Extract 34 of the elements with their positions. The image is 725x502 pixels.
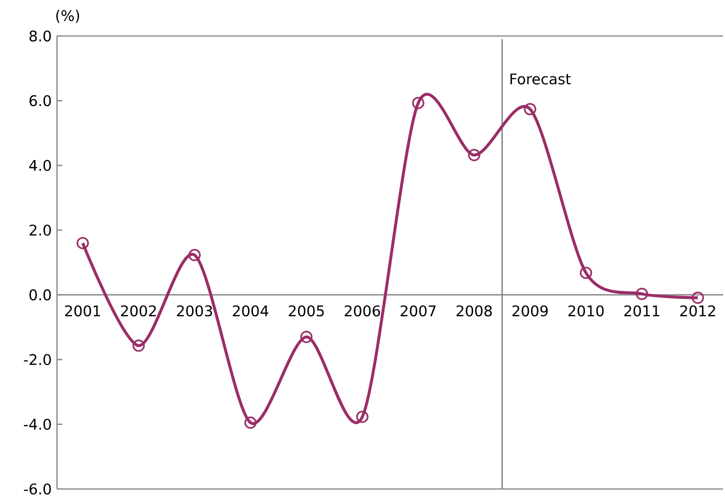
point [692, 292, 704, 304]
point [412, 96, 424, 110]
x-tick-label: 2009 [512, 305, 548, 316]
y-tick-label: 4.0 [29, 160, 51, 171]
x-tick-label: 2003 [176, 305, 212, 316]
y-tick-label: -2.0 [24, 354, 51, 366]
x-tick-label: 2006 [344, 305, 380, 316]
y-tick-label: -6.0 [24, 483, 51, 495]
y-tick-label: -4.0 [24, 418, 51, 430]
x-tick-label: 2007 [400, 305, 436, 316]
y-tick-label: 2.0 [30, 224, 51, 236]
x-tick-label: 2012 [680, 305, 716, 316]
point [300, 330, 313, 344]
x-tick-label: 2011 [624, 305, 660, 316]
point [244, 416, 257, 429]
ref-line-label: Forecast [510, 74, 571, 84]
y-tick-label: 6.0 [30, 95, 51, 106]
point [76, 236, 89, 250]
point [636, 288, 648, 300]
point [524, 102, 536, 116]
x-tick-label: 2001 [65, 305, 100, 316]
x-tick-label: 2005 [288, 305, 324, 316]
x-tick-label: 2002 [121, 305, 156, 316]
point [356, 410, 368, 423]
y-tick-label: 8.0 [30, 30, 51, 42]
point [580, 266, 592, 279]
point [468, 148, 480, 162]
point [132, 340, 145, 352]
x-tick-label: 2004 [232, 305, 268, 316]
point [188, 248, 201, 262]
x-tick-label: 2010 [568, 305, 604, 316]
x-tick-label: 2008 [456, 305, 492, 316]
y-tick-label: 0.0 [29, 289, 51, 300]
y-axis-title: (%) [56, 10, 80, 23]
